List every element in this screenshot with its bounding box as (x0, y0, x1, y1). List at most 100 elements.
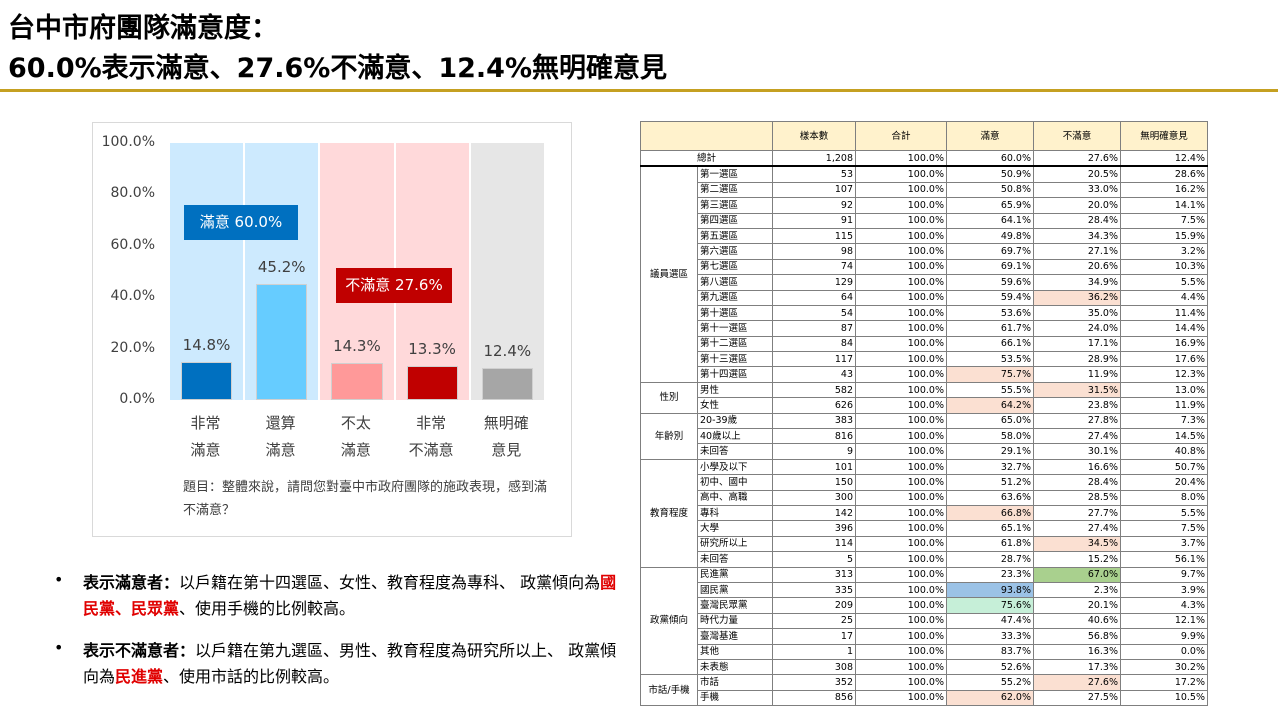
row-label: 臺灣基進 (697, 628, 773, 645)
cell: 582 (772, 381, 856, 399)
cell: 100.0% (855, 304, 947, 322)
cell: 1 (772, 643, 856, 660)
header-cell: 合計 (855, 121, 947, 151)
cell: 55.2% (946, 674, 1034, 691)
cell: 17.3% (1033, 658, 1121, 676)
cell: 100.0% (855, 381, 947, 399)
x-tick-label: 無明確 意見 (483, 414, 529, 459)
bar (406, 365, 458, 400)
cell: 92 (772, 197, 856, 214)
table-row: 女性 626 100.0% 64.2% 23.8% 11.9% (641, 397, 1208, 414)
cell: 7.5% (1120, 520, 1208, 537)
cell: 28.6% (1120, 165, 1208, 183)
table-row: 臺灣基進 17 100.0% 33.3% 56.8% 9.9% (641, 628, 1208, 645)
cell: 36.2% (1033, 289, 1121, 306)
cell: 20.1% (1033, 597, 1121, 614)
row-label: 專科 (697, 504, 773, 522)
cell: 66.8% (946, 504, 1034, 522)
cell: 20.6% (1033, 258, 1121, 276)
header-cell: 不滿意 (1033, 121, 1121, 151)
cell: 10.3% (1120, 258, 1208, 276)
table-row: 其他 1 100.0% 83.7% 16.3% 0.0% (641, 643, 1208, 660)
cell: 100.0% (855, 351, 947, 368)
cell: 626 (772, 397, 856, 414)
table-row: 第六選區 98 100.0% 69.7% 27.1% 3.2% (641, 243, 1208, 260)
cell: 53.5% (946, 351, 1034, 368)
cell: 98 (772, 243, 856, 260)
cell: 100.0% (855, 197, 947, 214)
cell: 27.6% (1033, 150, 1121, 168)
cell: 31.5% (1033, 381, 1121, 399)
cell: 100.0% (855, 258, 947, 276)
cell: 16.2% (1120, 181, 1208, 199)
cell: 47.4% (946, 612, 1034, 630)
cell: 4.4% (1120, 289, 1208, 306)
bullet: 表示不滿意者：以戶籍在第九選區、男性、教育程度為研究所以上、 政黨傾向為民進黨、… (83, 638, 623, 690)
bar (181, 361, 233, 400)
cell: 100.0% (855, 335, 947, 353)
cell: 58.0% (946, 428, 1034, 445)
table-row: 第七選區 74 100.0% 69.1% 20.6% 10.3% (641, 258, 1208, 276)
cell: 100.0% (855, 397, 947, 414)
table-row: 年齡別 20-39歲 383 100.0% 65.0% 27.8% 7.3% (640, 412, 1208, 460)
cell: 27.4% (1033, 428, 1121, 445)
cell: 74 (772, 258, 856, 276)
cell: 308 (772, 658, 856, 676)
group-label: 年齡別 (640, 412, 698, 460)
cell: 53.6% (946, 304, 1034, 322)
table-body: 總計 1,208 100.0% 60.0% 27.6% 12.4% 議員選區 第一選區 53 10… (640, 150, 1208, 707)
cell: 129 (772, 274, 856, 291)
cell: 117 (772, 351, 856, 368)
cell: 32.7% (946, 458, 1034, 476)
table-row: 第十三選區 117 100.0% 53.5% 28.9% 17.6% (641, 351, 1208, 368)
table-row: 議員選區 第一選區 53 100.0% 50.9% 20.5% 28.6% (640, 165, 1208, 383)
cell: 115 (772, 227, 856, 245)
cell: 100.0% (855, 150, 947, 168)
cell: 51.2% (946, 474, 1034, 491)
x-tick-label: 非常 滿意 (190, 414, 221, 459)
cell: 100.0% (855, 474, 947, 491)
cell: 66.1% (946, 335, 1034, 353)
group-label: 議員選區 (640, 165, 698, 383)
cell: 100.0% (855, 165, 947, 183)
cell: 56.8% (1033, 628, 1121, 645)
cell: 100.0% (855, 504, 947, 522)
cell: 35.0% (1033, 304, 1121, 322)
plot-band (470, 143, 544, 400)
cell: 14.1% (1120, 197, 1208, 214)
table-head: 樣本數 合計 滿意 不滿意 無明確意見 (640, 121, 1208, 151)
cell: 75.7% (946, 366, 1034, 383)
bullet-dot: • (54, 638, 64, 657)
table-row: 高中、高職 300 100.0% 63.6% 28.5% 8.0% (641, 489, 1208, 506)
y-tick-label: 60.0% (110, 236, 155, 253)
cell: 75.6% (946, 597, 1034, 614)
cell: 150 (772, 474, 856, 491)
cell: 50.9% (946, 165, 1034, 183)
chart: 0.0% 20.0% 40.0% 60.0% 80.0% 100.0% 14.8% 非常 滿意… (0, 0, 600, 560)
cell: 50.7% (1120, 458, 1208, 476)
cell: 30.1% (1033, 443, 1121, 460)
cell: 100.0% (855, 689, 947, 707)
cell: 40.8% (1120, 443, 1208, 460)
table-row: 未回答 5 100.0% 28.7% 15.2% 56.1% (641, 551, 1208, 568)
plot-band (170, 143, 244, 400)
cell: 28.7% (946, 551, 1034, 568)
group-label: 市話/手機 (640, 674, 698, 707)
row-label: 總計 (640, 150, 773, 168)
cell: 34.9% (1033, 274, 1121, 291)
cell: 28.4% (1033, 474, 1121, 491)
cell: 5.5% (1120, 274, 1208, 291)
cell: 100.0% (855, 227, 947, 245)
cell: 27.4% (1033, 520, 1121, 537)
cell: 396 (772, 520, 856, 537)
row-label: 第十二選區 (697, 335, 773, 353)
table-row: 政黨傾向 民進黨 313 100.0% 23.3% 67.0% 9.7% (640, 566, 1208, 676)
row-label: 小學及以下 (697, 458, 773, 476)
cell: 100.0% (855, 643, 947, 660)
title: 台中市府團隊滿意度： (8, 13, 278, 44)
cell: 91 (772, 212, 856, 229)
row-label: 未回答 (697, 551, 773, 568)
cell: 15.9% (1120, 227, 1208, 245)
table-row: 40歲以上 816 100.0% 58.0% 27.4% 14.5% (641, 428, 1208, 445)
bullet-text: 、使用手機的比例較高。 (179, 599, 356, 618)
